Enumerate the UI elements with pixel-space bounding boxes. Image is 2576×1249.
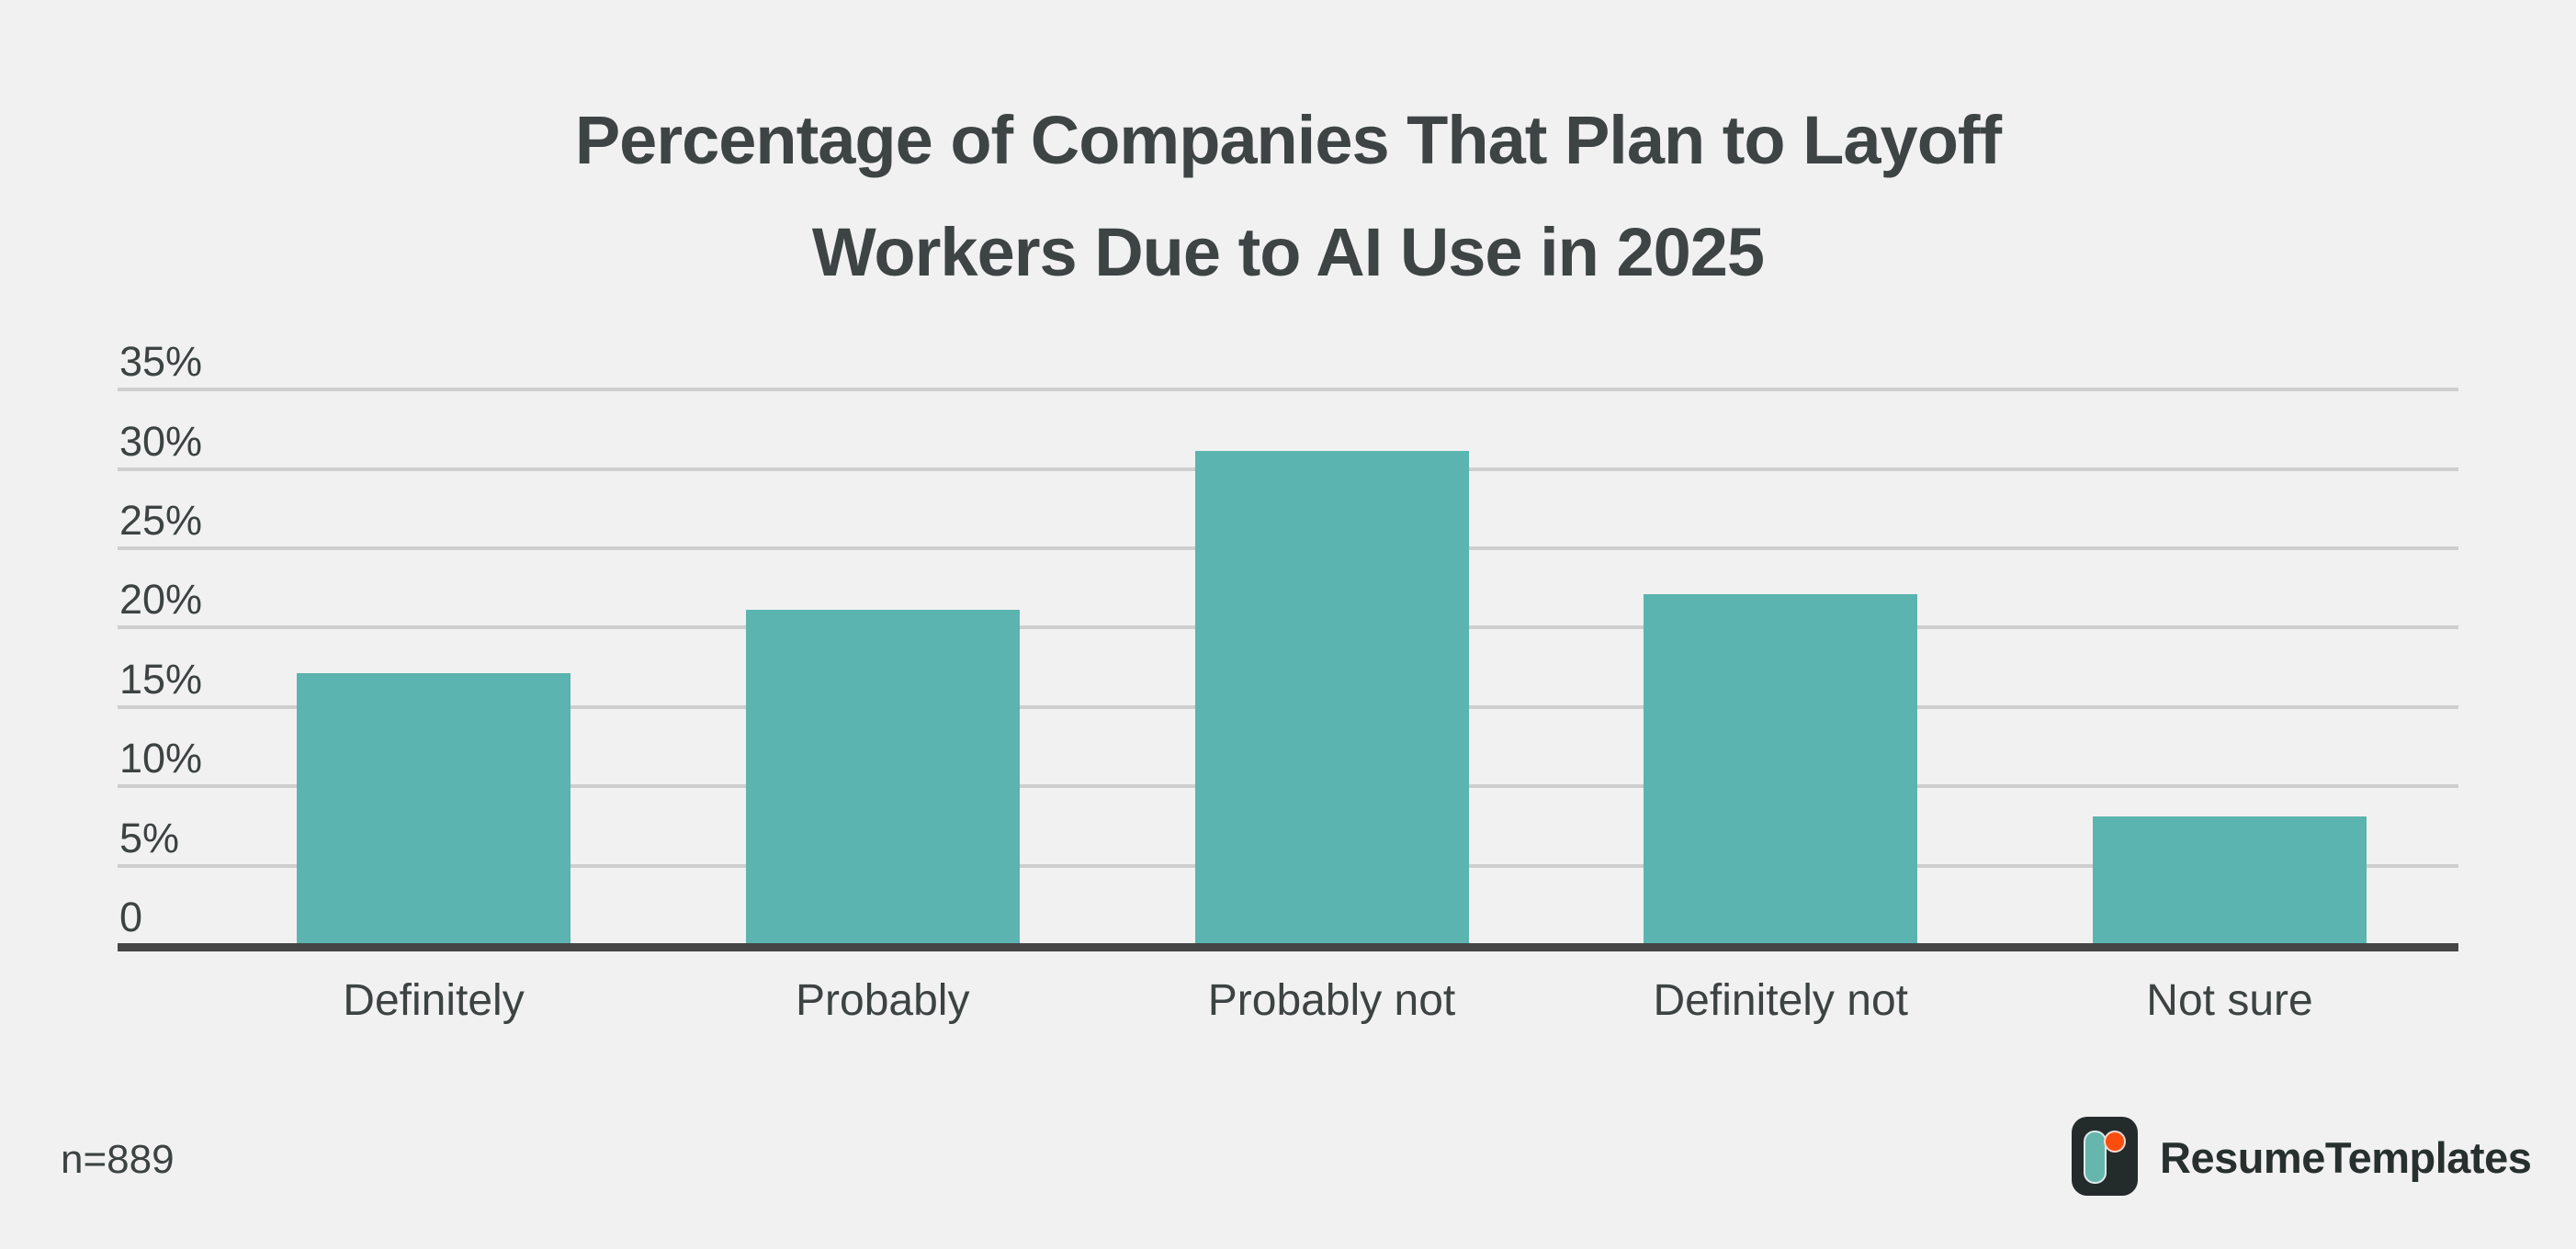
brand-name: ResumeTemplates bbox=[2160, 1133, 2532, 1182]
x-axis-category-label: Definitely bbox=[343, 976, 525, 1025]
x-axis-category-label: Probably bbox=[796, 976, 970, 1025]
chart-title-line-2: Workers Due to AI Use in 2025 bbox=[811, 214, 1765, 290]
logo-teal-bar bbox=[2084, 1131, 2107, 1184]
chart-title-line-1: Percentage of Companies That Plan to Lay… bbox=[574, 102, 2002, 178]
chart-title: Percentage of Companies That Plan to Lay… bbox=[0, 84, 2576, 309]
y-axis-tick-label: 20% bbox=[119, 576, 203, 624]
sample-size-note: n=889 bbox=[61, 1137, 175, 1182]
y-axis-tick-label: 30% bbox=[119, 417, 203, 465]
bar-probably bbox=[745, 610, 1020, 943]
y-axis-tick-label: 5% bbox=[119, 814, 180, 861]
y-axis-tick-label: 35% bbox=[119, 338, 203, 386]
bar-probably-not bbox=[1194, 451, 1469, 943]
bar-not-sure bbox=[2093, 816, 2367, 943]
x-axis-category-label: Not sure bbox=[2146, 976, 2313, 1025]
bar-definitely-not bbox=[1644, 593, 1918, 943]
bar-definitely bbox=[297, 673, 571, 943]
y-axis-tick-label: 10% bbox=[119, 735, 203, 782]
x-axis-category-label: Definitely not bbox=[1653, 976, 1908, 1025]
x-axis-category-label: Probably not bbox=[1207, 976, 1456, 1025]
resumetemplates-logo-icon bbox=[2072, 1117, 2138, 1196]
x-axis-baseline bbox=[118, 943, 2458, 951]
y-axis-tick-label: 25% bbox=[119, 497, 203, 544]
y-axis-tick-label: 15% bbox=[119, 655, 203, 703]
gridline-35 bbox=[118, 388, 2458, 392]
logo-orange-dot bbox=[2104, 1131, 2126, 1153]
y-axis-tick-label: 0 bbox=[119, 894, 143, 940]
